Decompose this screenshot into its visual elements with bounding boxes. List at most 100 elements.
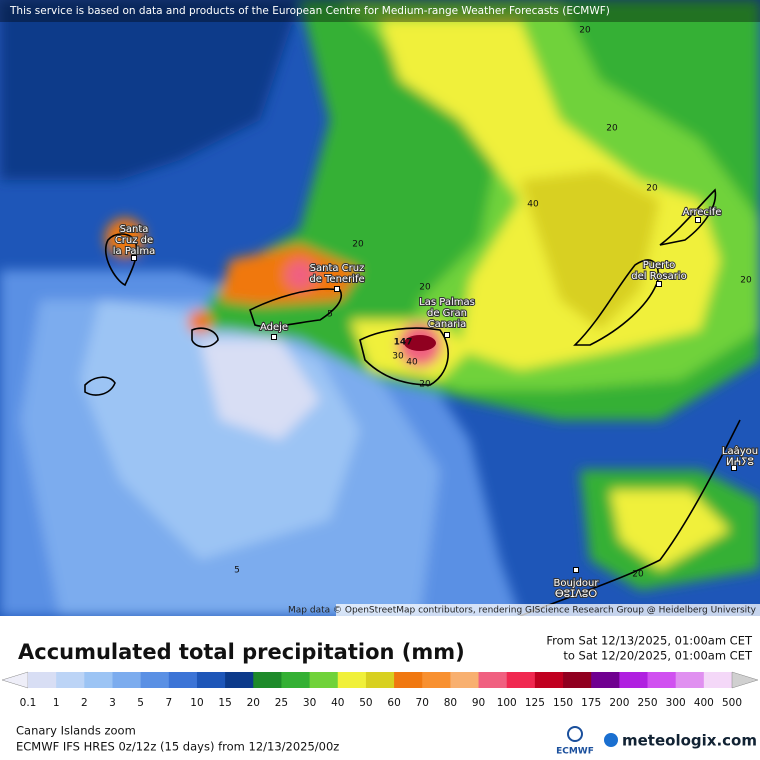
- colorbar-swatch: [337, 672, 367, 688]
- place-marker: [444, 332, 450, 338]
- place-label: de Gran: [427, 308, 467, 319]
- colorbar-label: 125: [525, 697, 545, 709]
- legend-title: Accumulated total precipitation (mm): [18, 640, 465, 664]
- colorbar-swatch: [365, 672, 395, 688]
- contour-label: 20: [579, 26, 591, 36]
- colorbar-label: 0.1: [20, 697, 37, 709]
- place-label: del Rosario: [631, 271, 686, 282]
- colorbar-label: 80: [444, 697, 457, 709]
- colorbar-label: 3: [109, 697, 116, 709]
- colorbar-label: 7: [165, 697, 172, 709]
- colorbar-swatch: [281, 672, 311, 688]
- contour-label: 20: [646, 184, 658, 194]
- place-marker: [695, 217, 701, 223]
- place-label: Arrecife: [683, 207, 722, 218]
- colorbar-swatch: [112, 672, 142, 688]
- colorbar-label: 175: [581, 697, 601, 709]
- colorbar-label: 15: [218, 697, 231, 709]
- place-label: Adeje: [260, 322, 288, 333]
- brand-icon: [604, 733, 618, 747]
- colorbar-label: 100: [497, 697, 517, 709]
- colorbar-label: 30: [303, 697, 316, 709]
- contour-label: 147: [394, 338, 413, 348]
- colorbar-swatch: [647, 672, 677, 688]
- contour-label: 20: [419, 283, 431, 293]
- model-info: ECMWF IFS HRES 0z/12z (15 days) from 12/…: [16, 740, 339, 754]
- colorbar-swatch: [506, 672, 536, 688]
- colorbar-label: 500: [722, 697, 742, 709]
- place-label: Puerto: [643, 260, 676, 271]
- contour-label: 20: [632, 570, 644, 580]
- place-label: Cruz de: [115, 235, 153, 246]
- place-marker: [334, 286, 340, 292]
- colorbar-swatch: [619, 672, 649, 688]
- colorbar-swatch: [394, 672, 423, 688]
- colorbar-swatch: [534, 672, 564, 688]
- colorbar-swatch: [675, 672, 705, 688]
- contour-label: 40: [527, 200, 539, 210]
- colorbar-label: 90: [472, 697, 485, 709]
- ecmwf-logo: ECMWF: [556, 747, 594, 757]
- colorbar-label: 400: [694, 697, 714, 709]
- colorbar-swatch: [56, 672, 85, 688]
- ecmwf-icon: [567, 726, 583, 742]
- colorbar-label: 5: [137, 697, 144, 709]
- colorbar-swatch: [168, 672, 198, 688]
- place-label: Santa Cruz: [310, 263, 365, 274]
- colorbar-label: 60: [387, 697, 400, 709]
- map: This service is based on data and produc…: [0, 0, 760, 616]
- date-from: From Sat 12/13/2025, 01:00am CET: [546, 634, 753, 648]
- place-label: Boujdour: [553, 578, 599, 589]
- place-label: ⵍⵄⵢⵓ: [726, 457, 754, 468]
- place-label: Canaria: [428, 319, 467, 330]
- colorbar-label: 40: [331, 697, 344, 709]
- colorbar-label: 150: [553, 697, 573, 709]
- colorbar-swatch: [28, 672, 57, 688]
- colorbar-swatch: [703, 672, 733, 688]
- colorbar-label: 2: [81, 697, 88, 709]
- place-label: Santa: [120, 224, 149, 235]
- colorbar-label: 70: [416, 697, 429, 709]
- date-to: to Sat 12/20/2025, 01:00am CET: [563, 649, 753, 663]
- colorbar-swatch: [309, 672, 339, 688]
- contour-label: 20: [352, 240, 364, 250]
- place-marker: [131, 255, 137, 261]
- attribution: Map data © OpenStreetMap contributors, r…: [288, 606, 757, 616]
- colorbar-swatch: [225, 672, 254, 688]
- colorbar-label: 10: [190, 697, 203, 709]
- colorbar-swatch: [422, 672, 451, 688]
- colorbar-swatch: [563, 672, 592, 688]
- colorbar-over: [731, 671, 759, 689]
- place-marker: [731, 465, 737, 471]
- contour-label: 20: [419, 380, 431, 390]
- region: Canary Islands zoom: [16, 724, 136, 738]
- colorbar-label: 200: [609, 697, 629, 709]
- contour-label: 30: [392, 352, 404, 362]
- place-label: ⴱⵓⵊⴷⵓⵔ: [555, 589, 597, 600]
- colorbar-swatch: [84, 672, 113, 688]
- brand: meteologix.com: [622, 732, 757, 750]
- contour-label: 20: [740, 276, 752, 286]
- colorbar-label: 25: [275, 697, 288, 709]
- place-label: de Tenerife: [309, 274, 364, 285]
- contour-label: 20: [606, 124, 618, 134]
- colorbar-swatch: [450, 672, 480, 688]
- place-label: Las Palmas: [419, 297, 475, 308]
- colorbar-swatch: [196, 672, 226, 688]
- place-label: la Palma: [113, 246, 155, 257]
- contour-label: 5: [327, 310, 333, 320]
- colorbar-swatch: [591, 672, 620, 688]
- colorbar-label: 1: [53, 697, 60, 709]
- coastline: [84, 188, 741, 616]
- colorbar: 0.1 1 2 3 5 7 10 15 20 25 30 40 50 60 70 80 90 100 125 150 1…: [1, 671, 759, 709]
- colorbar-label: 20: [247, 697, 260, 709]
- contour-label: 5: [234, 566, 240, 576]
- colorbar-label: 250: [637, 697, 657, 709]
- place-marker: [271, 334, 277, 340]
- place-marker: [573, 567, 579, 573]
- colorbar-label: 50: [359, 697, 372, 709]
- colorbar-label: 300: [666, 697, 686, 709]
- colorbar-swatch: [140, 672, 170, 688]
- contour-label: 40: [406, 358, 418, 368]
